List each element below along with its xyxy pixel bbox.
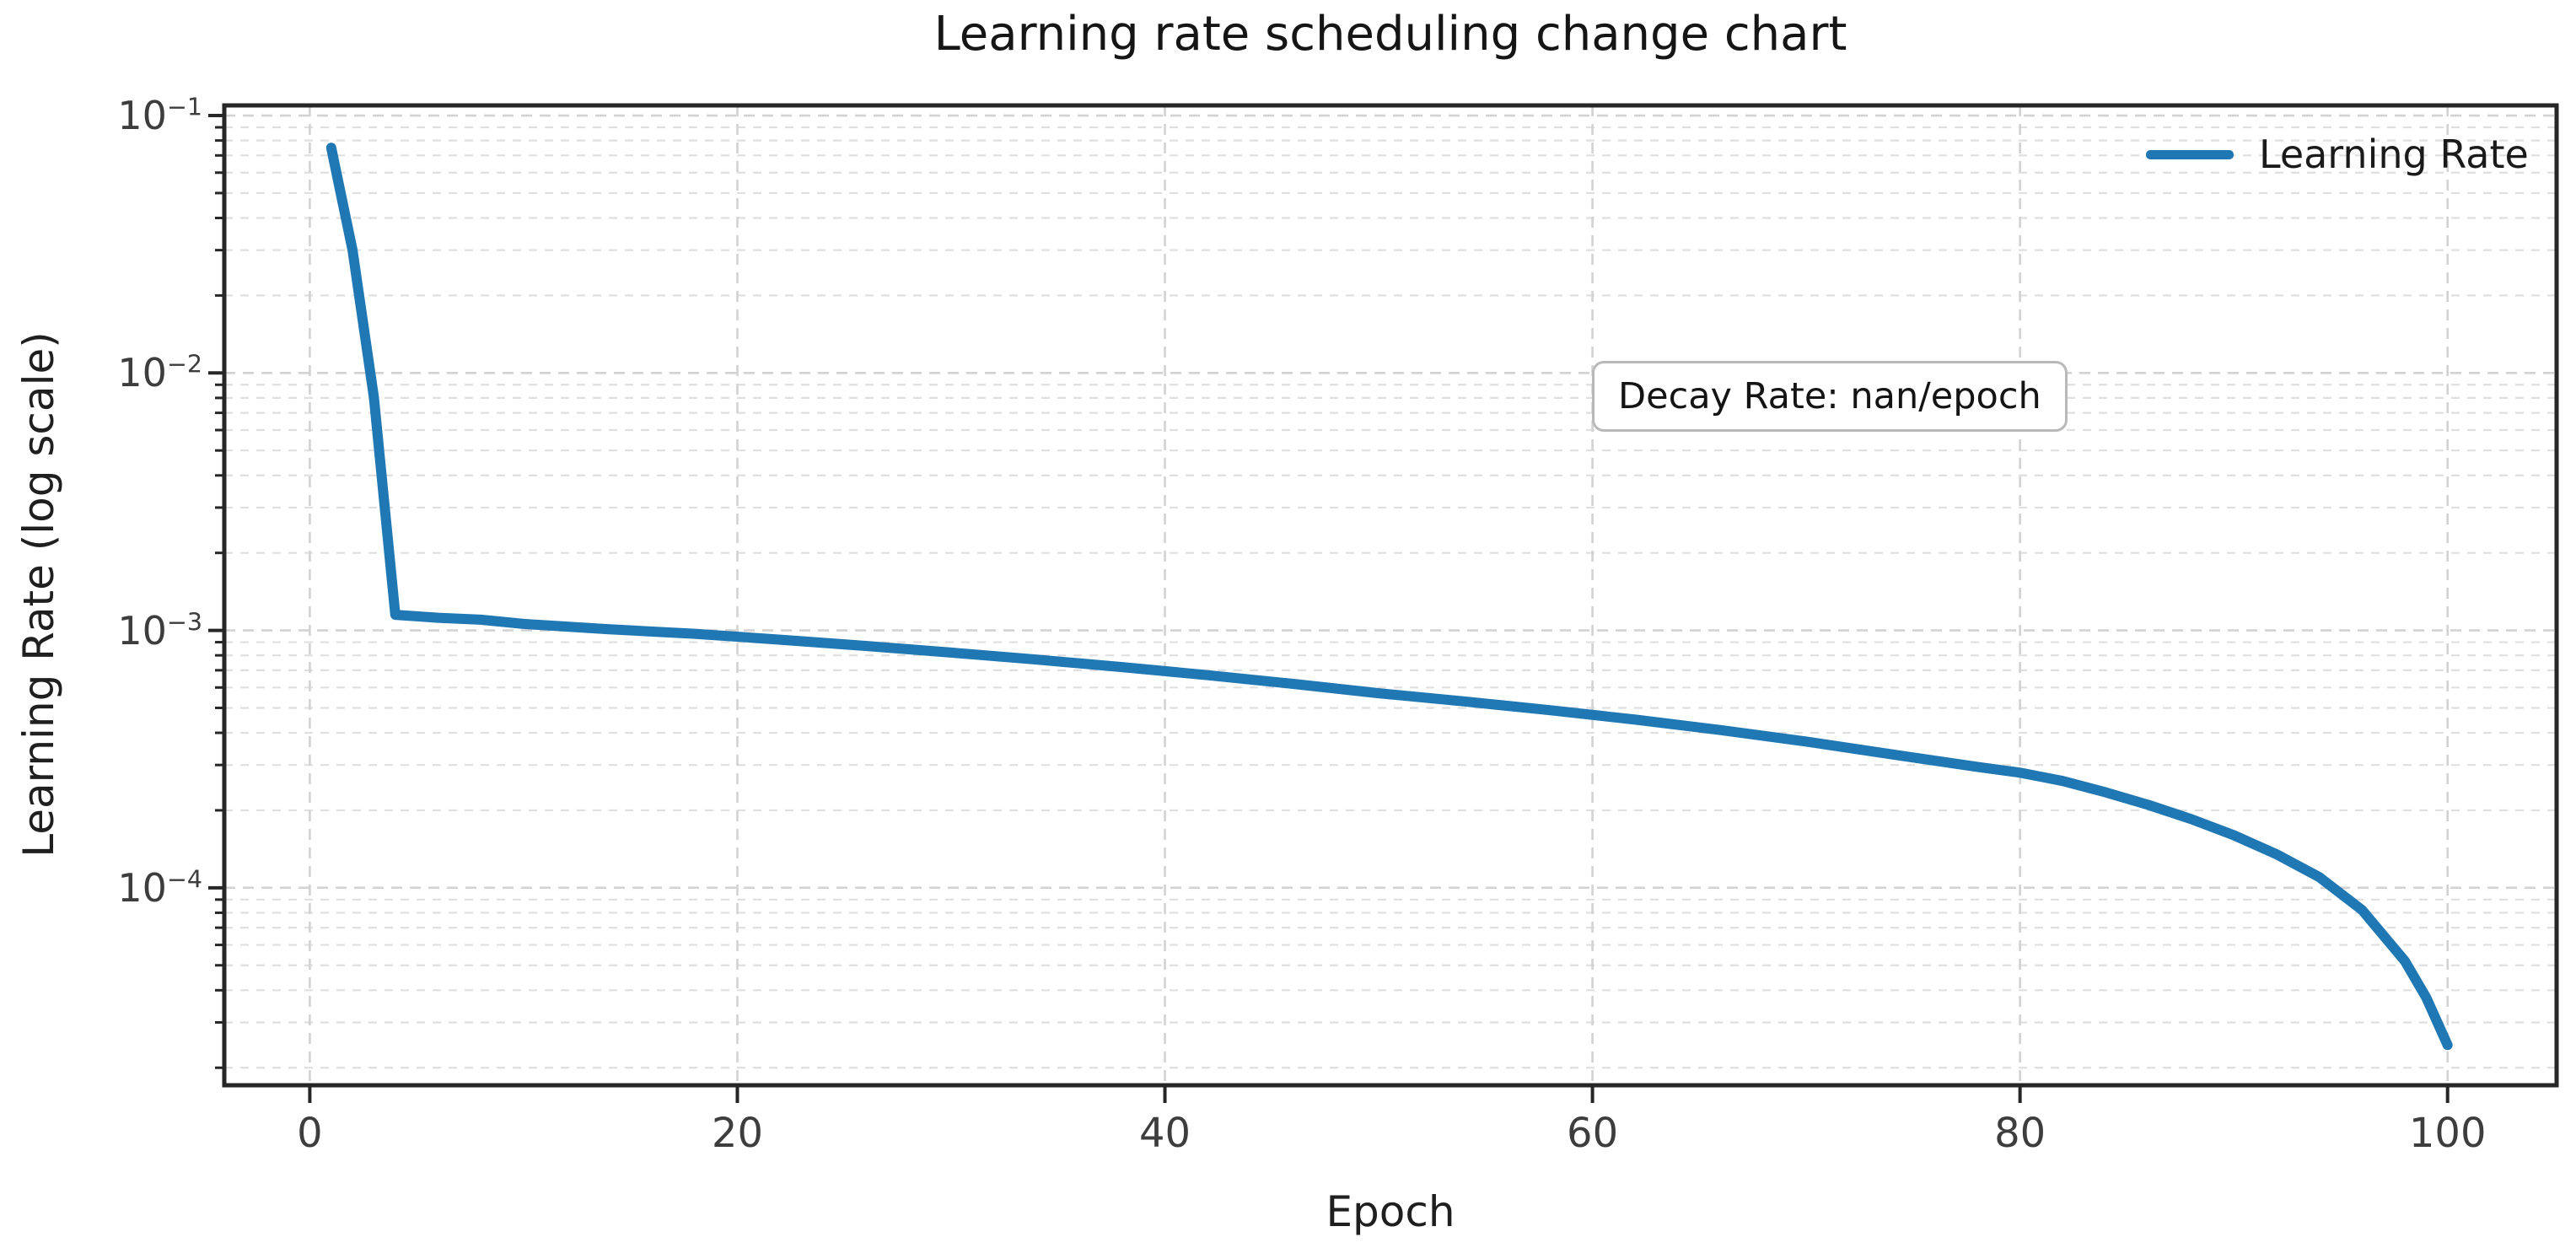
legend-label: Learning Rate (2259, 132, 2529, 177)
y-tick-label: 10−3 (117, 607, 202, 654)
chart-title: Learning rate scheduling change chart (933, 7, 1847, 62)
y-tick-label: 10−4 (117, 864, 202, 911)
x-tick-label: 100 (2408, 1110, 2487, 1157)
x-tick-label: 60 (1567, 1110, 1619, 1157)
x-tick-label: 0 (297, 1110, 323, 1157)
x-axis-label: Epoch (1326, 1187, 1455, 1236)
decay-rate-annotation: Decay Rate: nan/epoch (1592, 361, 2068, 432)
x-tick-label: 80 (1994, 1110, 2046, 1157)
x-tick-label: 20 (711, 1110, 763, 1157)
y-tick-label: 10−2 (117, 350, 202, 396)
major-gridlines (224, 105, 2557, 1085)
x-tick-label: 40 (1138, 1110, 1191, 1157)
minor-gridlines (224, 126, 2557, 1069)
learning-rate-line (325, 143, 2453, 1051)
y-tick-label: 10−1 (117, 93, 202, 139)
plot-frame (222, 103, 2559, 1088)
y-axis-label: Learning Rate (log scale) (14, 331, 63, 858)
legend: Learning Rate (2146, 128, 2529, 180)
legend-line-sample-icon (2146, 149, 2234, 159)
axis-tick-marks (208, 114, 2450, 1103)
